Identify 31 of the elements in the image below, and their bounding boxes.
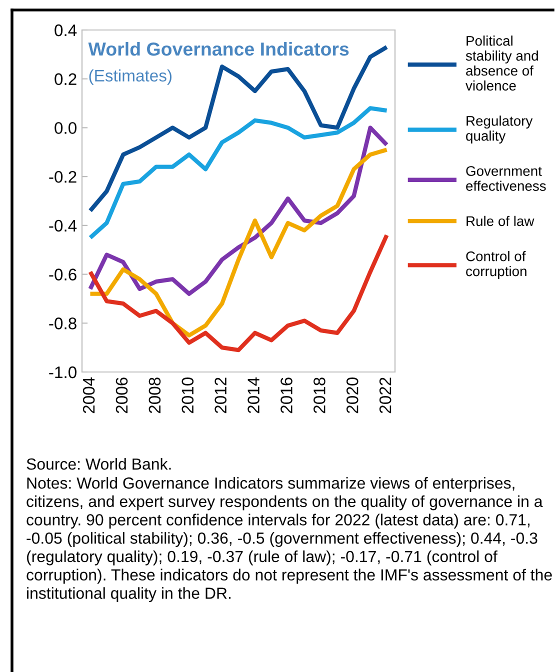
x-tick-label: 2006 [116,378,128,414]
y-tick-label: 0.4 [54,24,77,36]
y-tick-label: -0.2 [49,170,76,183]
y-tick-label: -0.8 [49,318,76,330]
source-note: Source: World Bank. [26,458,171,470]
legend-label: Political stability and absence of violence [466,36,538,91]
legend-label: Government effectiveness [466,166,546,191]
y-tick-label: -0.6 [49,268,76,280]
legend-label: Rule of law [466,216,534,226]
x-tick-label: 2004 [82,377,95,414]
y-tick-label: 0.2 [54,73,76,86]
line-series [88,148,389,338]
x-tick-label: 2012 [214,378,226,414]
text: World Governance Indicators [88,42,349,56]
x-tick-label: 2016 [280,378,292,414]
x-tick-label: 2020 [346,378,358,414]
line-series [88,126,389,296]
line-series [88,233,389,352]
x-tick-label: 2010 [182,378,194,414]
legend-label: Regulatory quality [466,116,533,144]
legend-label: Control of corruption [466,251,526,279]
x-tick-label: 2014 [248,377,260,414]
text: (Estimates) [89,69,172,85]
y-tick-label: 0.0 [54,122,76,134]
y-tick-label: -0.4 [49,220,77,232]
x-tick-label: 2022 [379,378,392,414]
text: Notes: World Governance Indicators summarize views of enterprises, citizens, and expert survey respondents on the quality of governance in a country. 90 percent confidence intervals for 2022 (latest data) are: 0.71, -0.05 (political stability); 0.36, -0.5 (government effectiveness); 0.44, -0.3 (regulatory quality); 0.19, -0.37 (rule of law); -0.17, -0.71 (control of corruption). These indicators do not represent the IMF's assessment of the institutional quality in the DR. [26,477,552,602]
y-tick-label: -1.0 [49,366,76,378]
x-tick-label: 2018 [314,378,326,414]
line-series [88,106,389,240]
x-tick-label: 2008 [148,378,161,414]
